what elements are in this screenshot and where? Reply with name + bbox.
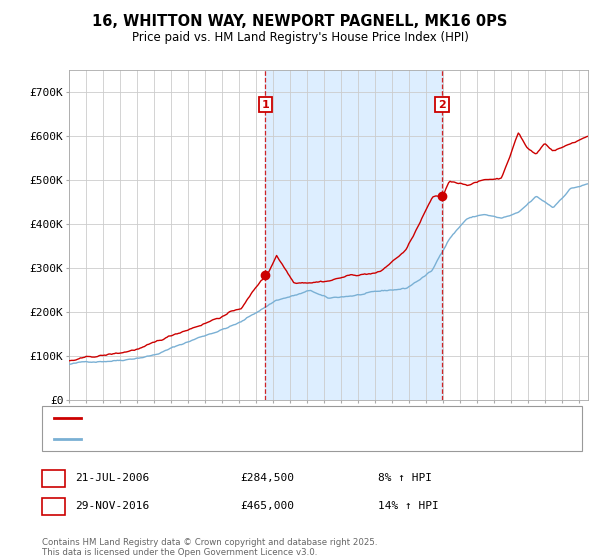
Text: Price paid vs. HM Land Registry's House Price Index (HPI): Price paid vs. HM Land Registry's House … xyxy=(131,31,469,44)
Text: 14% ↑ HPI: 14% ↑ HPI xyxy=(378,501,439,511)
Text: £284,500: £284,500 xyxy=(240,473,294,483)
Text: 1: 1 xyxy=(50,473,57,483)
Text: 29-NOV-2016: 29-NOV-2016 xyxy=(75,501,149,511)
Text: 21-JUL-2006: 21-JUL-2006 xyxy=(75,473,149,483)
Text: Contains HM Land Registry data © Crown copyright and database right 2025.
This d: Contains HM Land Registry data © Crown c… xyxy=(42,538,377,557)
Text: 16, WHITTON WAY, NEWPORT PAGNELL, MK16 0PS (detached house): 16, WHITTON WAY, NEWPORT PAGNELL, MK16 0… xyxy=(87,413,443,423)
Text: 8% ↑ HPI: 8% ↑ HPI xyxy=(378,473,432,483)
Text: 2: 2 xyxy=(438,100,446,110)
Text: HPI: Average price, detached house, Milton Keynes: HPI: Average price, detached house, Milt… xyxy=(87,433,352,444)
Text: 1: 1 xyxy=(262,100,269,110)
Bar xyxy=(265,70,442,400)
Text: 16, WHITTON WAY, NEWPORT PAGNELL, MK16 0PS: 16, WHITTON WAY, NEWPORT PAGNELL, MK16 0… xyxy=(92,14,508,29)
Text: 2: 2 xyxy=(50,501,57,511)
Text: £465,000: £465,000 xyxy=(240,501,294,511)
